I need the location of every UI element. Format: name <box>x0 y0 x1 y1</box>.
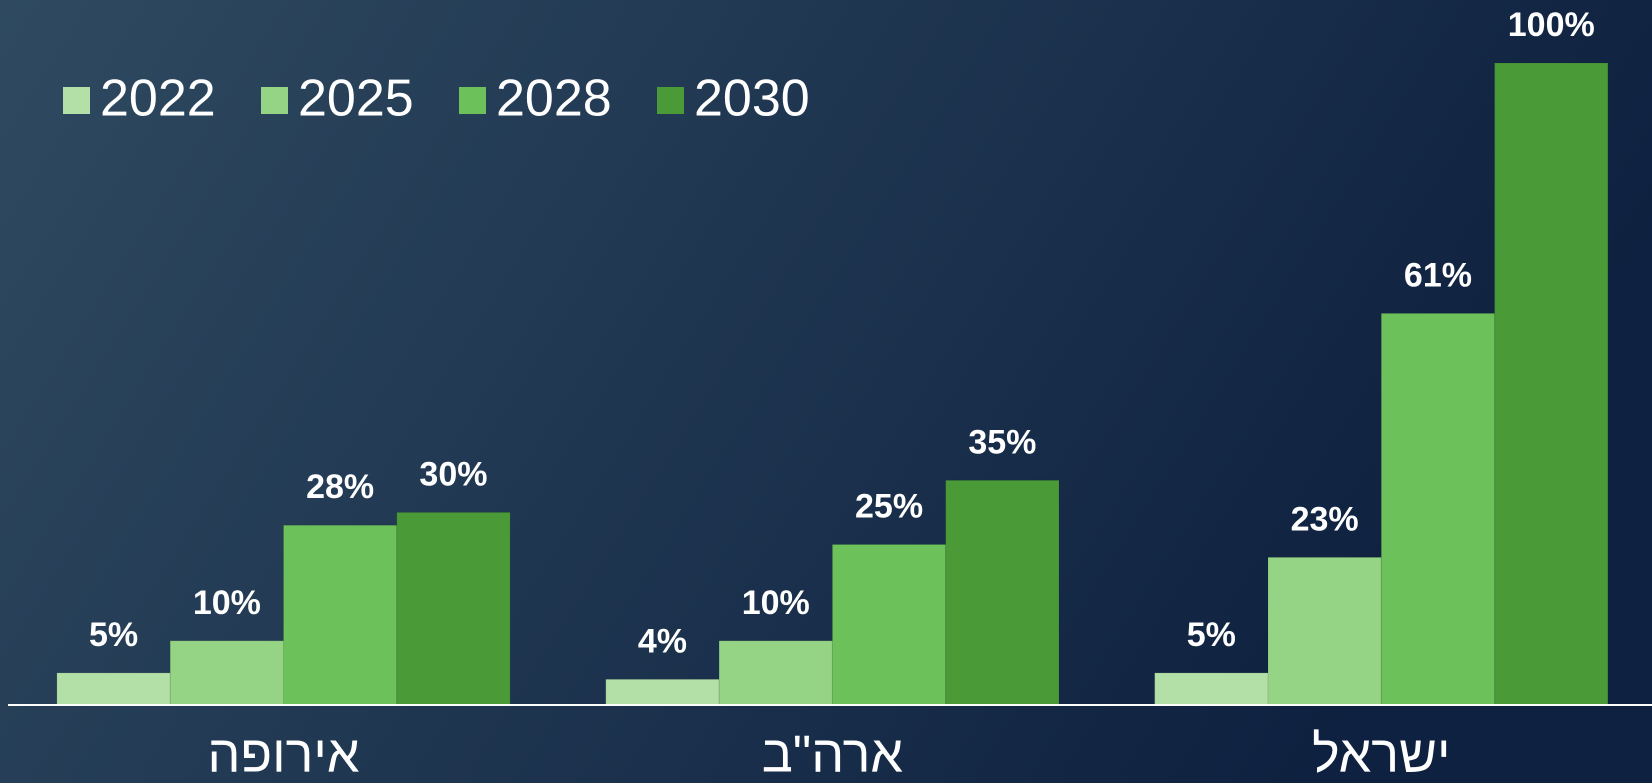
bar <box>396 511 511 706</box>
bar <box>1494 62 1609 706</box>
legend-swatch <box>657 87 684 114</box>
data-label: 25% <box>855 487 923 525</box>
data-label: 23% <box>1291 500 1359 538</box>
bar <box>1267 556 1382 706</box>
data-label: 61% <box>1404 256 1472 294</box>
bar <box>1154 672 1269 706</box>
data-label: 10% <box>193 584 261 622</box>
bar <box>56 672 171 706</box>
legend-label: 2028 <box>496 70 612 128</box>
data-label: 30% <box>419 455 487 493</box>
x-tick-label: ישראל <box>1312 726 1450 783</box>
bar <box>718 640 833 706</box>
legend-label: 2022 <box>100 70 216 128</box>
legend-swatch <box>261 87 288 114</box>
data-label: 35% <box>968 423 1036 461</box>
data-label: 100% <box>1508 6 1595 44</box>
bar <box>169 640 284 706</box>
legend-label: 2025 <box>298 70 414 128</box>
data-label: 5% <box>89 616 138 654</box>
bar <box>605 678 720 706</box>
legend-swatch <box>63 87 90 114</box>
bar <box>1380 312 1496 706</box>
legend-label: 2030 <box>694 70 810 128</box>
data-label: 10% <box>742 584 810 622</box>
data-label: 4% <box>638 622 687 660</box>
data-label: 28% <box>306 468 374 506</box>
bar <box>831 544 947 706</box>
x-tick-label: ארה"ב <box>762 726 903 783</box>
bar <box>945 479 1060 706</box>
data-label: 5% <box>1187 616 1236 654</box>
legend-swatch <box>459 87 486 114</box>
x-tick-label: אירופה <box>207 726 359 783</box>
bar <box>283 524 398 706</box>
